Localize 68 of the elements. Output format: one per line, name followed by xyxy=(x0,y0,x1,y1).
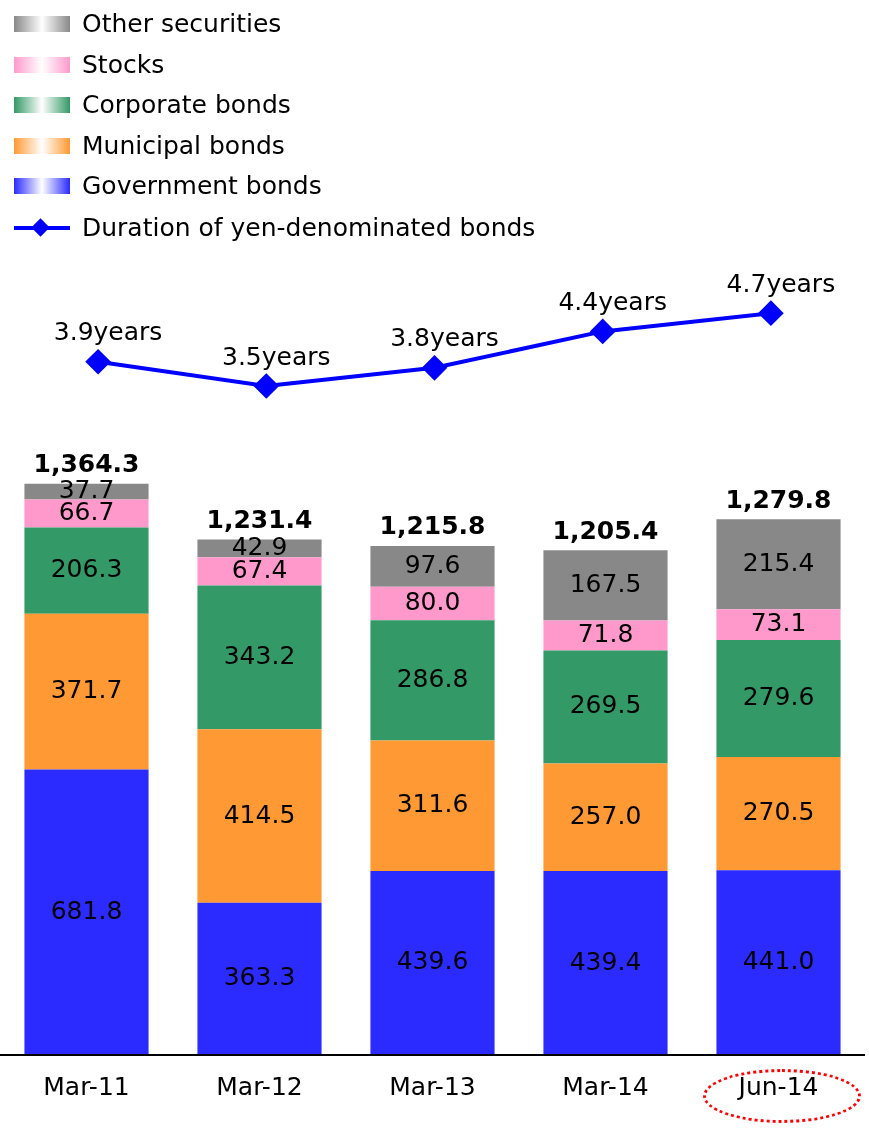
point xyxy=(758,301,783,326)
total-label: 1,205.4 xyxy=(552,515,659,545)
total-label: 1,231.4 xyxy=(206,504,313,534)
legend-label: Stocks xyxy=(82,48,165,81)
point xyxy=(254,374,279,398)
total-label: 1,215.8 xyxy=(379,511,486,541)
bar xyxy=(24,613,149,770)
data-label: 73.1 xyxy=(750,608,807,638)
x-tick-label: Jun-14 xyxy=(736,1071,819,1101)
point xyxy=(422,355,447,380)
data-label: 269.5 xyxy=(569,690,642,720)
x-tick-label: Mar-12 xyxy=(216,1071,303,1101)
bar xyxy=(24,527,149,614)
bar xyxy=(370,870,495,1055)
x-tick-label: Mar-11 xyxy=(43,1071,130,1101)
data-label: 4.7years xyxy=(726,268,836,298)
bar xyxy=(543,550,668,621)
data-label: 311.6 xyxy=(396,789,469,819)
bar xyxy=(197,729,322,903)
bar xyxy=(370,740,495,871)
data-label: 286.8 xyxy=(396,663,469,693)
data-label: 681.8 xyxy=(50,895,123,925)
data-label: 80.0 xyxy=(404,587,461,617)
data-label: 167.5 xyxy=(569,568,642,598)
legend-label: Other securities xyxy=(82,8,282,40)
bar xyxy=(197,585,322,730)
bar xyxy=(716,757,841,871)
legend-label: Municipal bonds xyxy=(82,129,285,162)
bar xyxy=(716,870,841,1055)
bar xyxy=(197,902,322,1055)
point xyxy=(590,319,615,344)
data-label: 439.4 xyxy=(569,946,642,976)
data-label: 441.0 xyxy=(742,946,815,976)
data-label: 371.7 xyxy=(50,675,123,705)
bar xyxy=(24,769,149,1055)
total-label: 1,364.3 xyxy=(33,449,140,479)
bar xyxy=(543,620,668,651)
data-label: 439.6 xyxy=(396,946,469,976)
data-label: 3.8years xyxy=(390,323,499,353)
data-label: 270.5 xyxy=(742,797,815,827)
bar xyxy=(370,545,495,587)
data-label: 363.3 xyxy=(223,962,296,992)
point xyxy=(86,349,111,374)
bar xyxy=(716,519,841,610)
data-label: 414.5 xyxy=(223,799,296,829)
x-tick-label: Mar-13 xyxy=(389,1071,476,1101)
data-label: 206.3 xyxy=(50,554,123,584)
data-label: 3.5years xyxy=(222,341,331,371)
bar xyxy=(197,557,322,586)
data-label: 71.8 xyxy=(577,619,634,648)
bar xyxy=(543,763,668,871)
data-label: 3.9years xyxy=(53,317,163,347)
data-label: 257.0 xyxy=(569,800,642,830)
bar xyxy=(716,639,841,758)
legend-label: Duration of yen-denominated bonds xyxy=(82,212,536,244)
bar xyxy=(543,871,668,1055)
data-label: 279.6 xyxy=(742,682,815,712)
legend-label: Corporate bonds xyxy=(82,89,291,121)
bar xyxy=(716,609,841,640)
data-label: 215.4 xyxy=(742,547,815,577)
data-label: 4.4years xyxy=(558,286,667,316)
x-tick-label: Mar-14 xyxy=(562,1071,649,1101)
bar xyxy=(370,620,495,741)
bar xyxy=(543,650,668,764)
total-label: 1,279.8 xyxy=(725,484,832,514)
legend-label: Government bonds xyxy=(82,170,322,202)
data-label: 343.2 xyxy=(223,640,296,670)
data-label: 97.6 xyxy=(404,549,461,579)
